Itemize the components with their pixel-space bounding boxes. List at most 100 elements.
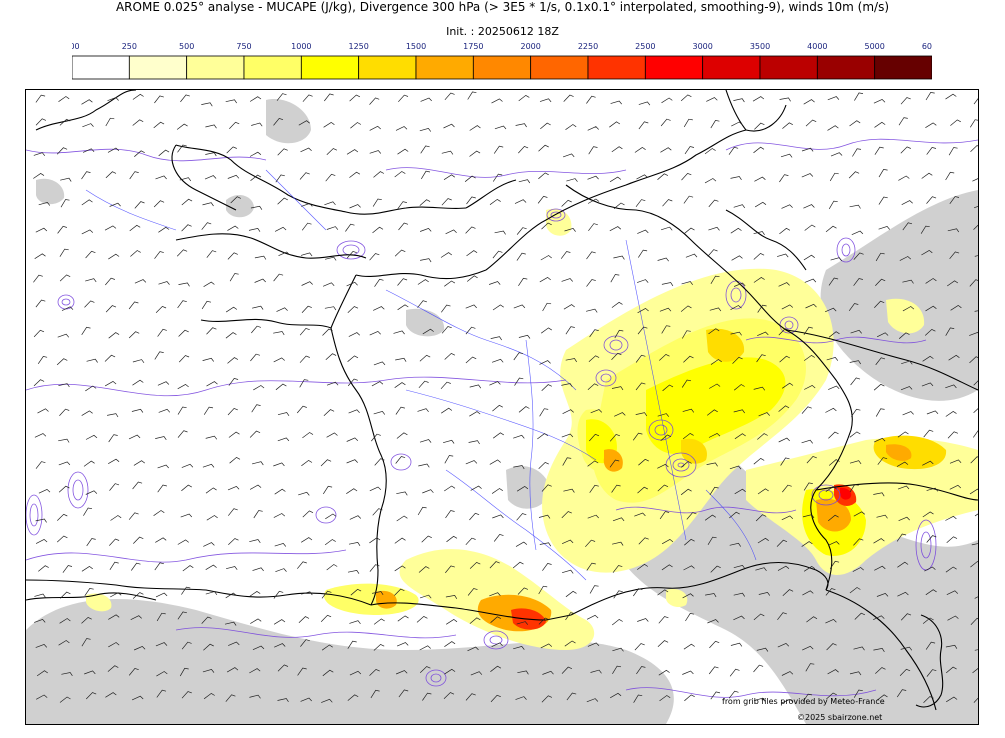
wind-barb (81, 229, 94, 235)
wind-barb (755, 567, 767, 572)
colorbar-label: 6000 (922, 42, 932, 51)
wind-barb (925, 589, 937, 596)
wind-barb (153, 121, 165, 129)
wind-barb (349, 171, 361, 178)
wind-barb (181, 691, 192, 699)
wind-barb (59, 274, 71, 282)
wind-barb (296, 405, 307, 414)
wind-barb (176, 249, 188, 257)
wind-barb (36, 670, 49, 677)
colorbar-label: 1250 (348, 42, 368, 51)
wind-barb (38, 565, 49, 572)
wind-barb (828, 200, 838, 210)
wind-barb (84, 670, 96, 675)
wind-barb (730, 642, 743, 647)
wind-barb (660, 226, 673, 231)
wind-barb (709, 383, 721, 389)
wind-barb (419, 594, 432, 599)
wind-barb (441, 407, 453, 414)
wind-barb (445, 565, 455, 574)
wind-barb (755, 514, 767, 522)
colorbar-labels: 100 250 500 750 1000 1250 1500 1750 2000 2250 2500… (72, 42, 932, 51)
wind-barb (251, 325, 262, 334)
wind-barb (301, 537, 313, 543)
wind-barb (849, 360, 861, 365)
wind-barb (730, 227, 742, 234)
wind-barb (37, 356, 48, 364)
wind-barb (227, 225, 239, 231)
wind-barb (325, 513, 337, 520)
wind-barb (465, 326, 476, 335)
wind-barb (636, 666, 646, 675)
wind-barb (345, 223, 355, 232)
wind-barb (681, 379, 692, 388)
wind-barb (878, 225, 890, 230)
wind-barb (325, 353, 337, 361)
wind-barb (277, 197, 288, 205)
wind-barb (753, 697, 766, 702)
wind-barb (491, 642, 503, 648)
colorbar-cell (415, 55, 474, 80)
wind-barb (565, 326, 575, 335)
wind-barb (588, 355, 600, 363)
init-time: Init. : 20250612 18Z (446, 25, 559, 38)
wind-barb (300, 147, 312, 153)
wind-barb (613, 590, 623, 599)
wind-barb (57, 225, 68, 234)
wind-barb (277, 412, 290, 417)
wind-barb (60, 591, 71, 599)
wind-barb (804, 224, 816, 231)
wind-barb (877, 457, 888, 465)
wind-barb (299, 327, 310, 336)
wind-barb (324, 539, 336, 546)
wind-barb (516, 252, 526, 261)
wind-barb (34, 253, 46, 259)
wind-barb (897, 431, 909, 438)
wind-barb (518, 334, 531, 339)
wind-barb (825, 225, 837, 233)
wind-barb (806, 616, 818, 623)
wind-barb (733, 592, 745, 597)
wind-barb (753, 252, 765, 260)
wind-barb (539, 360, 551, 365)
wind-barb (465, 226, 476, 234)
wind-barb (875, 357, 886, 366)
wind-barb (134, 279, 147, 284)
wind-barb (105, 277, 116, 286)
wind-barb (129, 224, 141, 232)
colorbar-cell (358, 55, 417, 80)
wind-barb (874, 146, 884, 155)
wind-barb (565, 612, 575, 621)
wind-barb (109, 202, 121, 207)
wind-barb (902, 306, 915, 312)
wind-barb (250, 353, 261, 362)
wind-barb (636, 279, 649, 283)
wind-barb (494, 230, 506, 235)
wind-barb (227, 174, 240, 179)
wind-barb (273, 273, 284, 282)
wind-barb (753, 276, 765, 283)
wind-barb (394, 565, 406, 572)
wind-barb (205, 487, 217, 494)
wind-barb (946, 696, 958, 703)
wind-barb (586, 95, 596, 104)
wind-barb (636, 563, 648, 570)
wind-barb (612, 565, 623, 573)
wind-barb (470, 671, 483, 676)
wind-barb (469, 125, 481, 131)
wind-barb (490, 616, 502, 623)
wind-barb (611, 386, 624, 391)
colorbar-label: 3000 (692, 42, 712, 51)
colorbar-label: 2000 (520, 42, 540, 51)
wind-barb (180, 513, 193, 518)
wind-barb (81, 638, 91, 647)
wind-barb (417, 300, 428, 308)
wind-barb (780, 153, 793, 158)
wind-barb (970, 119, 978, 128)
wind-barb (347, 694, 359, 701)
wind-barb (129, 171, 139, 180)
wind-barb (590, 669, 602, 674)
wind-barb (252, 567, 264, 572)
wind-barb (395, 406, 405, 415)
wind-barb (469, 150, 481, 157)
